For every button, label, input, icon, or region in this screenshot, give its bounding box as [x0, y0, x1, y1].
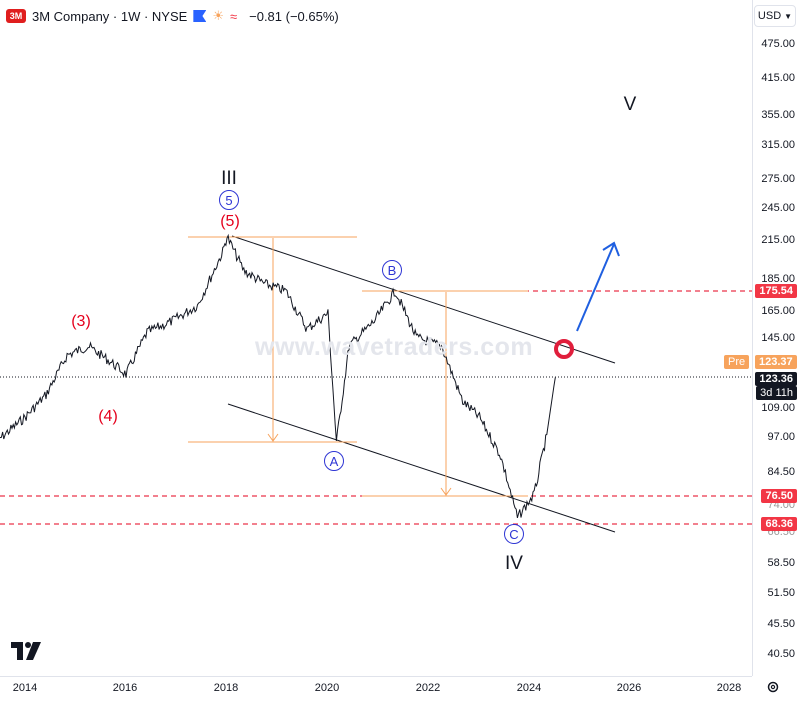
chart-plot-area[interactable]	[0, 0, 752, 676]
currency-selector[interactable]: USD ▼	[754, 5, 796, 27]
support-price-tag-2: 68.36	[761, 517, 797, 531]
price-tick: 165.00	[761, 305, 795, 317]
price-tick: 475.00	[761, 38, 795, 50]
price-tick: 355.00	[761, 109, 795, 121]
projection-arrow	[576, 243, 615, 332]
time-tick: 2014	[12, 682, 38, 694]
wave-label-V: V	[623, 94, 637, 115]
price-change: −0.81 (−0.65%)	[249, 8, 339, 24]
support-price-tag-1: 76.50	[761, 489, 797, 503]
price-tick: 215.00	[761, 234, 795, 246]
time-tick: 2028	[716, 682, 742, 694]
wave-label-IV: IV	[505, 553, 523, 574]
wave-label-5-red: (5)	[220, 213, 240, 230]
pre-market-price-tag: 123.37	[755, 355, 797, 369]
price-tick: 58.50	[767, 557, 795, 569]
wave-label-3-red: (3)	[71, 313, 91, 330]
price-tick: 185.00	[761, 273, 795, 285]
price-tick: 97.00	[767, 431, 795, 443]
target-circle-marker	[554, 339, 574, 359]
wave-label-III: III	[221, 168, 237, 189]
watermark: www.wavetraders.com	[255, 333, 534, 361]
gear-icon[interactable]	[766, 680, 780, 694]
fib-arrowhead-2	[440, 487, 452, 496]
time-tick: 2020	[314, 682, 340, 694]
chevron-down-icon: ▼	[784, 11, 793, 21]
time-tick: 2016	[112, 682, 138, 694]
time-tick: 2022	[415, 682, 441, 694]
channel-lower-line	[227, 403, 616, 533]
wave-label-B: B	[382, 260, 402, 280]
fib-arrowhead-1	[267, 433, 279, 442]
price-tick: 415.00	[761, 72, 795, 84]
time-tick: 2024	[516, 682, 542, 694]
flag-icon[interactable]	[193, 10, 207, 22]
price-axis[interactable]: 475.00 415.00 355.00 315.00 275.00 245.0…	[752, 0, 800, 676]
chart-header: 3M 3M Company · 1W · NYSE ☀ ≈ −0.81 (−0.…	[6, 5, 339, 27]
tradingview-logo[interactable]	[11, 642, 43, 660]
projection-arrowhead	[602, 241, 620, 257]
time-axis[interactable]: 2014 2016 2018 2020 2022 2024 2026 2028	[0, 676, 752, 701]
price-series-line	[0, 233, 556, 519]
wave-label-A: A	[324, 451, 344, 471]
price-tick: 84.50	[767, 466, 795, 478]
wave-icon[interactable]: ≈	[229, 8, 238, 24]
symbol-title[interactable]: 3M Company · 1W · NYSE	[32, 8, 188, 24]
wave-label-C: C	[504, 524, 524, 544]
last-price-tag: 123.36	[755, 372, 797, 386]
bar-countdown-tag: 3d 11h	[756, 386, 797, 400]
price-tick: 45.50	[767, 618, 795, 630]
pre-market-label: Pre	[724, 355, 750, 369]
time-tick: 2018	[213, 682, 239, 694]
resistance-price-tag: 175.54	[755, 284, 797, 298]
price-tick: 275.00	[761, 173, 795, 185]
sun-icon[interactable]: ☀	[212, 8, 224, 23]
channel-upper-line	[231, 235, 616, 364]
currency-label: USD	[757, 10, 782, 22]
price-tick: 51.50	[767, 587, 795, 599]
wave-label-4-red: (4)	[98, 408, 118, 425]
price-tick: 40.50	[767, 648, 795, 660]
price-tick: 245.00	[761, 202, 795, 214]
price-tick: 315.00	[761, 139, 795, 151]
wave-label-5-circled: 5	[219, 190, 239, 210]
price-tick: 109.00	[761, 402, 795, 414]
price-tick: 145.00	[761, 332, 795, 344]
time-tick: 2026	[616, 682, 642, 694]
company-logo: 3M	[6, 9, 26, 23]
